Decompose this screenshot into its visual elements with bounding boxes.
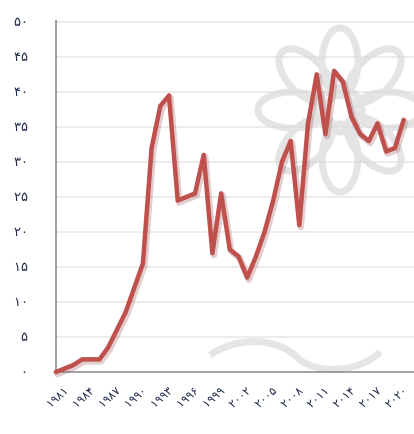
y-tick-label: ۴۰	[14, 85, 28, 100]
watermark-petal	[343, 113, 405, 175]
x-tick-label: ۱۹۸۱	[43, 384, 71, 411]
data-point	[401, 117, 406, 123]
data-point	[297, 222, 302, 228]
y-tick-label: ۳۰	[14, 155, 28, 170]
data-point	[114, 327, 120, 333]
watermark-petal	[343, 45, 405, 107]
x-tick-label: ۱۹۹۶	[173, 384, 201, 411]
data-point	[105, 345, 111, 350]
data-point	[236, 254, 241, 259]
axes	[55, 20, 414, 373]
data-point	[210, 250, 215, 256]
data-point	[62, 366, 67, 371]
y-tick-label: ۳۵	[14, 120, 28, 135]
data-point	[305, 121, 311, 126]
data-point	[218, 191, 224, 196]
data-point	[271, 198, 276, 203]
data-point	[314, 72, 319, 77]
data-point	[201, 152, 206, 158]
x-tick-label: ۲۰۱۴	[330, 384, 358, 411]
x-tick-label: ۲۰۱۷	[356, 384, 384, 411]
data-point	[175, 198, 180, 203]
data-point	[184, 194, 189, 200]
x-tick-label: ۲۰۲۰	[382, 384, 410, 411]
data-point	[166, 93, 172, 98]
data-point	[227, 247, 232, 252]
data-point	[375, 121, 380, 126]
x-axis-ticks: ۱۹۸۱۱۹۸۴۱۹۸۷۱۹۹۰۱۹۹۳۱۹۹۶۱۹۹۹۲۰۰۲۲۰۰۵۲۰۰۸…	[43, 384, 410, 411]
x-tick-label: ۲۰۰۸	[278, 384, 306, 411]
grid-lines	[56, 21, 414, 338]
data-point	[149, 145, 154, 151]
data-point	[123, 310, 128, 315]
data-point	[88, 357, 94, 362]
data-point	[253, 254, 259, 259]
x-tick-label: ۱۹۸۴	[69, 384, 97, 411]
data-point	[331, 68, 337, 74]
data-point	[53, 369, 59, 375]
watermark-petal	[318, 120, 362, 196]
x-tick-label: ۲۰۰۲	[225, 384, 253, 411]
y-tick-label: ۰	[21, 365, 28, 380]
watermark-petal	[318, 24, 362, 100]
data-point	[288, 138, 293, 144]
data-point	[340, 79, 345, 84]
y-tick-label: ۴۵	[14, 50, 28, 65]
data-point	[349, 114, 354, 119]
x-tick-label: ۱۹۹۰	[121, 384, 149, 411]
data-point	[158, 103, 163, 109]
watermark-script	[208, 338, 383, 373]
data-point	[262, 229, 267, 235]
data-point	[132, 285, 137, 291]
y-tick-label: ۲۵	[14, 190, 28, 205]
y-tick-label: ۵	[21, 330, 28, 345]
data-point	[279, 159, 285, 165]
data-point	[392, 145, 398, 151]
y-tick-label: ۱۵	[14, 260, 28, 275]
x-tick-label: ۲۰۰۵	[251, 384, 279, 411]
data-point	[245, 275, 250, 280]
y-tick-label: ۲۰	[14, 225, 28, 240]
data-point	[357, 131, 363, 137]
y-axis-ticks: ۰ ۵ ۱۰ ۱۵ ۲۰ ۲۵ ۳۰ ۳۵ ۴۰ ۴۵ ۵۰	[14, 15, 28, 380]
data-point	[140, 261, 146, 266]
data-point	[71, 362, 76, 368]
x-tick-label: ۱۹۸۷	[95, 384, 123, 411]
y-tick-label: ۵۰	[14, 15, 28, 30]
data-point	[384, 149, 389, 154]
watermark-logo	[208, 24, 414, 373]
data-point	[79, 357, 85, 362]
data-point	[192, 191, 198, 196]
watermark-center	[314, 84, 366, 136]
x-tick-label: ۱۹۹۳	[147, 384, 175, 411]
data-point	[323, 131, 328, 137]
y-tick-label: ۱۰	[14, 295, 28, 310]
x-tick-label: ۲۰۱۱	[304, 384, 332, 411]
x-tick-label: ۱۹۹۹	[199, 384, 227, 411]
series-group	[53, 68, 409, 378]
data-point	[366, 138, 371, 144]
data-point	[97, 357, 102, 362]
